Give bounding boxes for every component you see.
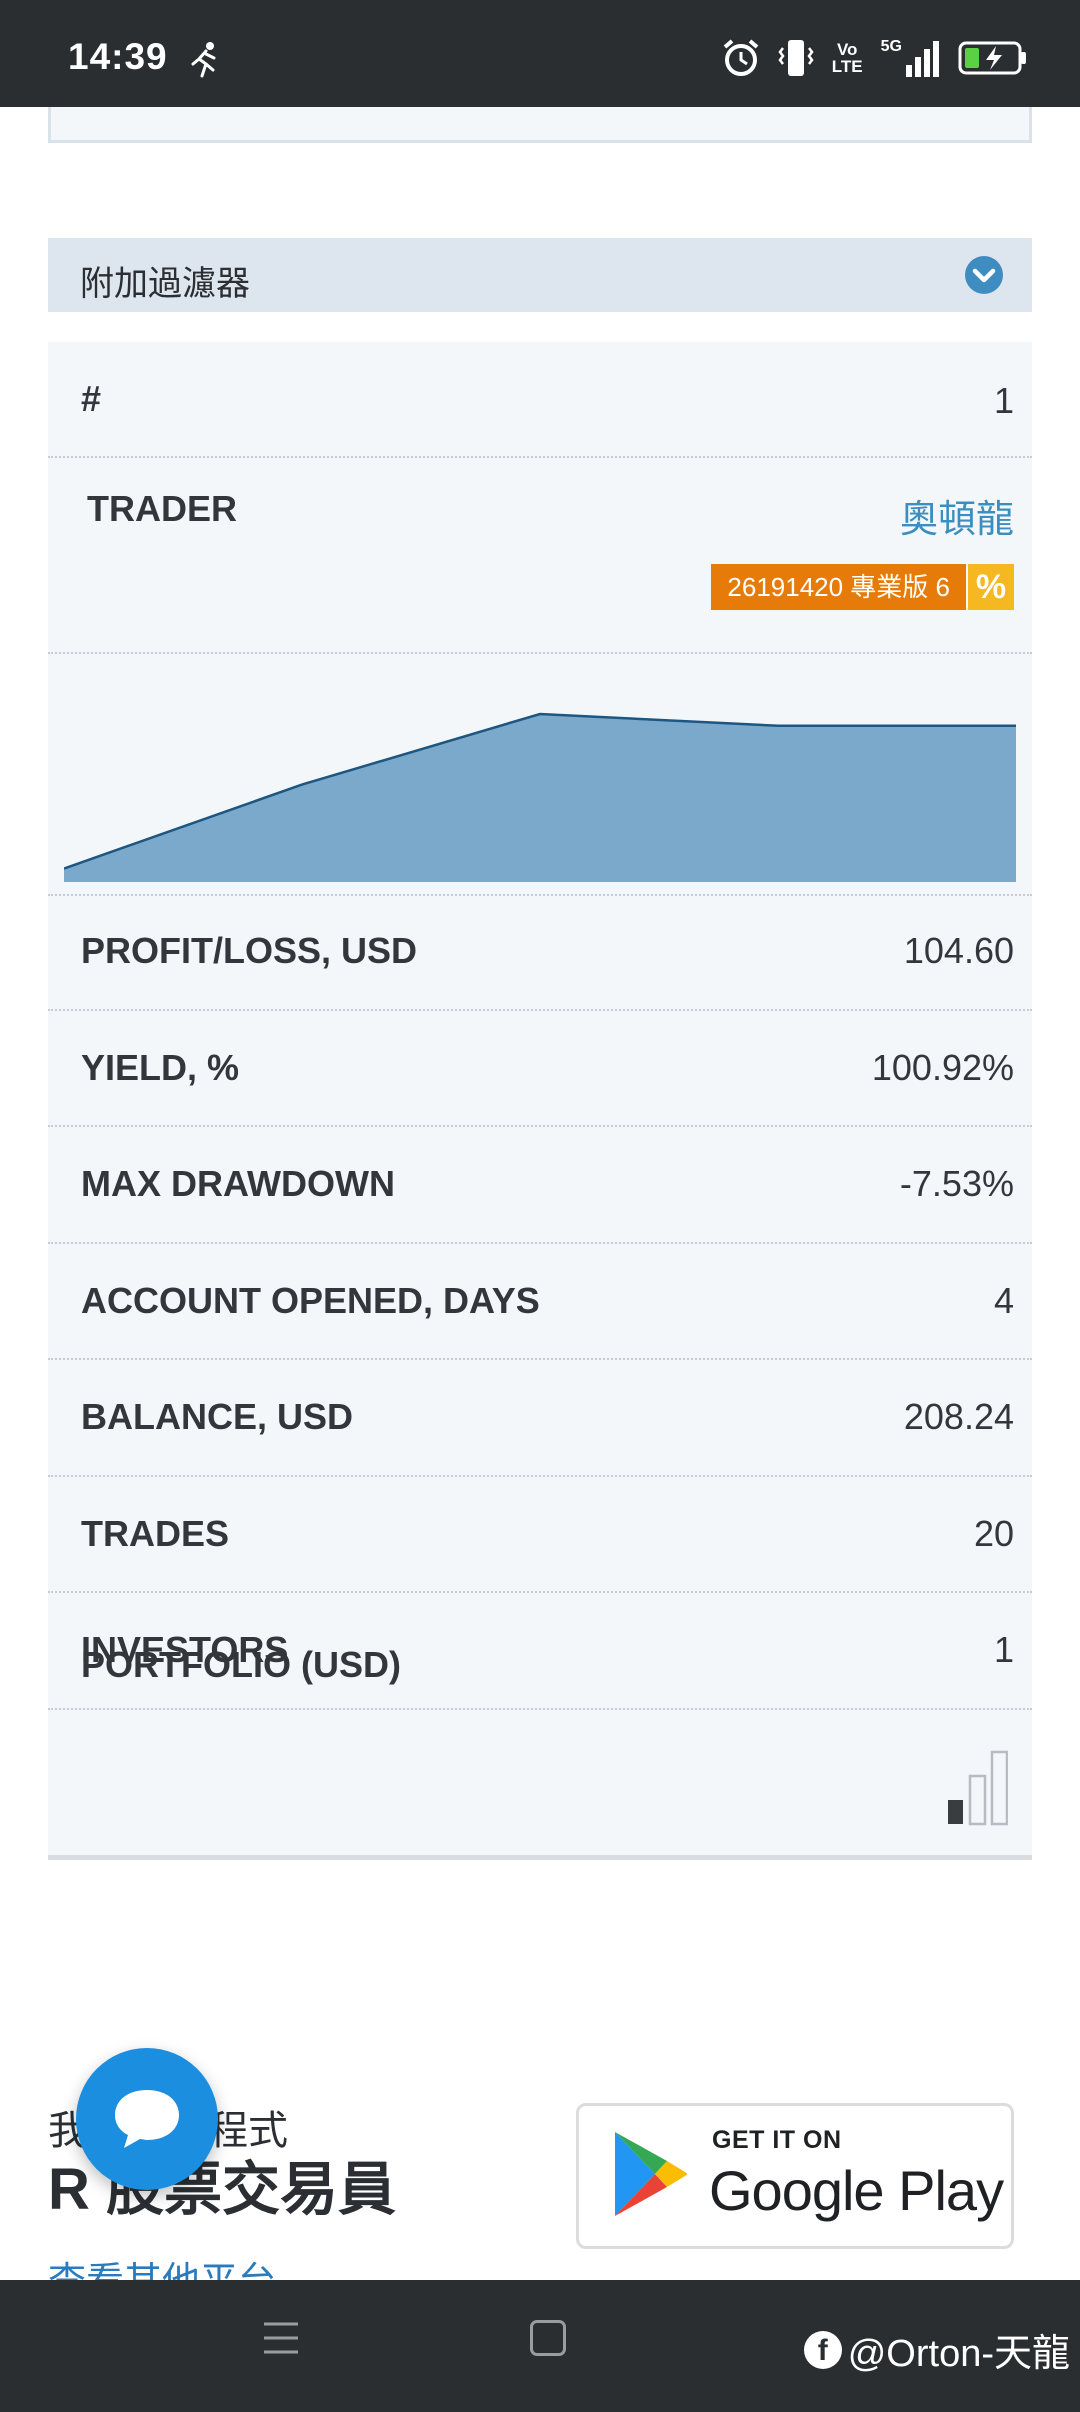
account-badge[interactable]: 26191420 專業版 6 bbox=[711, 564, 966, 610]
chart-line bbox=[64, 712, 1016, 870]
row-label: TRADES bbox=[81, 1512, 230, 1554]
percent-badge: % bbox=[968, 564, 1014, 610]
row-label: INVESTORS bbox=[81, 1629, 289, 1671]
portfolio-key: PORTFOLIO (USD) bbox=[81, 1644, 401, 1685]
google-play-big-text: Google Play bbox=[709, 2159, 1004, 2222]
watermark: f @Orton-天龍 bbox=[803, 2322, 1070, 2377]
google-play-small-text: GET IT ON bbox=[712, 2126, 842, 2154]
table-row: PROFIT/LOSS, USD 104.60 bbox=[48, 894, 1032, 1011]
vibrate-icon bbox=[778, 40, 814, 76]
portfolio-level-icon bbox=[948, 1750, 1008, 1826]
battery-charging-icon bbox=[958, 41, 1026, 75]
table-row-index: # 1 bbox=[48, 342, 1032, 458]
running-icon bbox=[191, 42, 216, 78]
row-value: 104.60 bbox=[903, 930, 1014, 971]
row-value: 208.24 bbox=[903, 1396, 1014, 1438]
alarm-icon bbox=[723, 39, 759, 76]
volte-icon: Vo LTE bbox=[831, 40, 863, 76]
chevron-down-icon[interactable] bbox=[964, 255, 1004, 295]
status-bar: 14:39 Vo LTE 5G bbox=[0, 0, 1080, 107]
watermark-text: @Orton-天龍 bbox=[847, 2333, 1070, 2375]
portfolio-level-bar bbox=[990, 1750, 1008, 1826]
signal-icon: 5G bbox=[881, 39, 940, 77]
table-row-trader: TRADER bbox=[48, 458, 1032, 654]
row-value: 4 bbox=[993, 1279, 1014, 1321]
table-row: TRADES 20 bbox=[48, 1477, 1032, 1594]
google-play-icon bbox=[615, 2132, 687, 2216]
row-label: ACCOUNT OPENED, DAYS bbox=[81, 1279, 540, 1321]
equity-area-chart bbox=[64, 712, 1016, 882]
facebook-icon: f bbox=[803, 2330, 842, 2369]
home-icon[interactable] bbox=[530, 2320, 566, 2356]
portfolio-level-bar bbox=[968, 1774, 987, 1826]
table-row: ACCOUNT OPENED, DAYS 4 bbox=[48, 1244, 1032, 1361]
chart-divider bbox=[48, 894, 1032, 896]
row-value: 20 bbox=[973, 1512, 1014, 1554]
trader-name-link[interactable]: 奧頓龍 bbox=[899, 499, 1014, 541]
table-row: BALANCE, USD 208.24 bbox=[48, 1360, 1032, 1477]
additional-filters-toggle[interactable]: 附加過濾器 bbox=[48, 238, 1032, 312]
status-time: 14:39 bbox=[68, 36, 168, 77]
table-row: YIELD, % 100.92% bbox=[48, 1011, 1032, 1128]
table-row-portfolio: PORTFOLIO (USD) bbox=[48, 1610, 1032, 1860]
chart-area bbox=[64, 714, 1016, 882]
index-value: 1 bbox=[993, 380, 1014, 421]
recent-apps-icon[interactable] bbox=[262, 2320, 300, 2356]
trader-key: TRADER bbox=[87, 488, 237, 529]
chat-button[interactable] bbox=[76, 2048, 218, 2190]
google-play-button[interactable]: GET IT ON Google Play bbox=[576, 2103, 1014, 2249]
index-key: # bbox=[81, 378, 102, 419]
row-label: YIELD, % bbox=[81, 1046, 240, 1088]
row-value: 1 bbox=[993, 1629, 1014, 1671]
row-value: 100.92% bbox=[871, 1046, 1014, 1088]
row-label: BALANCE, USD bbox=[81, 1396, 354, 1438]
previous-card-bottom bbox=[48, 107, 1032, 143]
table-row: MAX DRAWDOWN -7.53% bbox=[48, 1127, 1032, 1244]
trader-stats-table: # 1 TRADER 奧頓龍 26191420 專業版 6 % PROFIT/L… bbox=[48, 342, 1032, 1860]
table-row: INVESTORS 1 bbox=[48, 1593, 1032, 1710]
row-label: PROFIT/LOSS, USD bbox=[81, 930, 418, 971]
chat-bubble-icon bbox=[115, 2090, 179, 2148]
row-label: MAX DRAWDOWN bbox=[81, 1163, 395, 1205]
portfolio-level-bar bbox=[948, 1800, 963, 1824]
additional-filters-label: 附加過濾器 bbox=[80, 265, 250, 303]
network-label: 5G bbox=[880, 38, 902, 55]
system-nav-bar bbox=[0, 2280, 1080, 2412]
row-value: -7.53% bbox=[899, 1163, 1014, 1205]
